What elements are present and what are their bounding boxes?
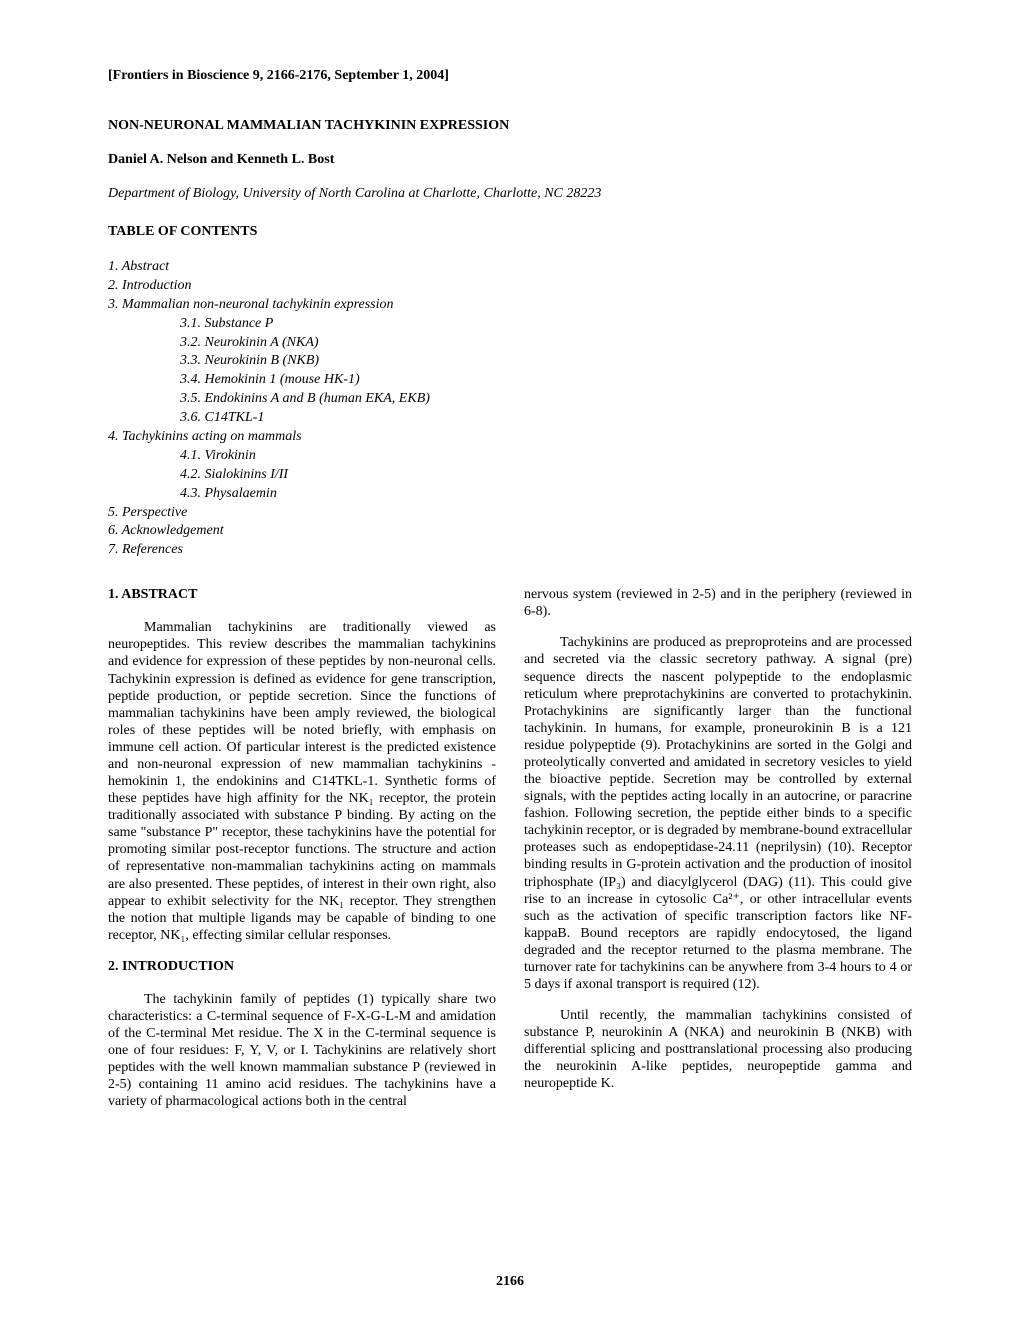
toc-heading: TABLE OF CONTENTS <box>108 224 912 240</box>
toc-subitem: 3.2. Neurokinin A (NKA) <box>108 334 912 353</box>
body-paragraph: Until recently, the mammalian tachykinin… <box>524 1007 912 1092</box>
table-of-contents: 1. Abstract 2. Introduction 3. Mammalian… <box>108 258 912 560</box>
toc-subitem: 3.5. Endokinins A and B (human EKA, EKB) <box>108 390 912 409</box>
toc-subitem: 4.3. Physalaemin <box>108 485 912 504</box>
body-paragraph: nervous system (reviewed in 2-5) and in … <box>524 586 912 620</box>
toc-subitem: 3.3. Neurokinin B (NKB) <box>108 352 912 371</box>
left-column: 1. ABSTRACT Mammalian tachykinins are tr… <box>108 586 496 1124</box>
toc-item: 5. Perspective <box>108 504 912 523</box>
right-column: nervous system (reviewed in 2-5) and in … <box>524 586 912 1124</box>
toc-subitem: 4.2. Sialokinins I/II <box>108 466 912 485</box>
abstract-paragraph: Mammalian tachykinins are traditionally … <box>108 619 496 943</box>
page-number: 2166 <box>0 1274 1020 1290</box>
toc-item: 7. References <box>108 541 912 560</box>
toc-subitem: 3.4. Hemokinin 1 (mouse HK-1) <box>108 371 912 390</box>
body-paragraph: Tachykinins are produced as preproprotei… <box>524 634 912 993</box>
authors: Daniel A. Nelson and Kenneth L. Bost <box>108 152 912 168</box>
department: Department of Biology, University of Nor… <box>108 186 912 202</box>
two-column-body: 1. ABSTRACT Mammalian tachykinins are tr… <box>108 586 912 1124</box>
toc-item: 4. Tachykinins acting on mammals <box>108 428 912 447</box>
toc-subitem: 3.6. C14TKL-1 <box>108 409 912 428</box>
toc-item: 6. Acknowledgement <box>108 522 912 541</box>
article-title: NON-NEURONAL MAMMALIAN TACHYKININ EXPRES… <box>108 118 912 134</box>
intro-paragraph: The tachykinin family of peptides (1) ty… <box>108 991 496 1111</box>
toc-item: 1. Abstract <box>108 258 912 277</box>
toc-subitem: 4.1. Virokinin <box>108 447 912 466</box>
toc-subitem: 3.1. Substance P <box>108 315 912 334</box>
abstract-heading: 1. ABSTRACT <box>108 586 496 603</box>
toc-item: 3. Mammalian non-neuronal tachykinin exp… <box>108 296 912 315</box>
introduction-heading: 2. INTRODUCTION <box>108 958 496 975</box>
journal-header: [Frontiers in Bioscience 9, 2166-2176, S… <box>108 68 912 84</box>
toc-item: 2. Introduction <box>108 277 912 296</box>
